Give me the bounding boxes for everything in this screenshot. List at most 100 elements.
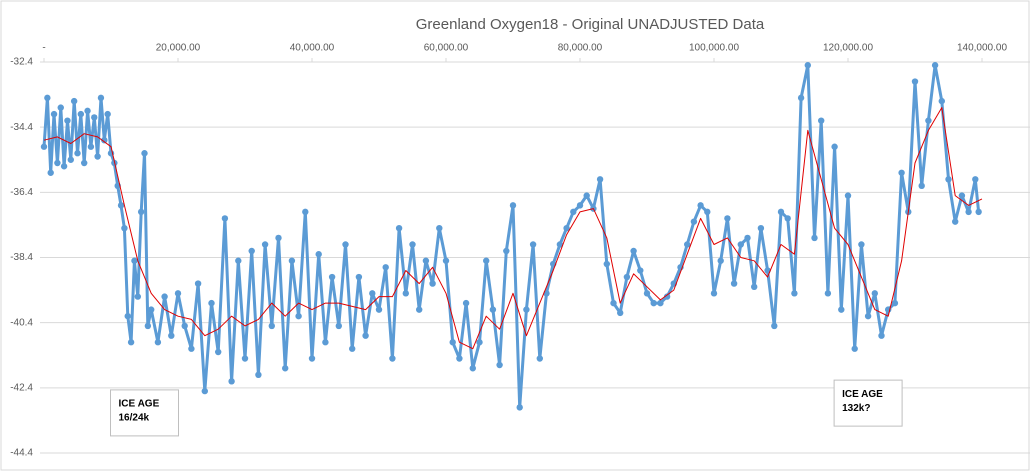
data-point — [70, 97, 78, 105]
data-point — [84, 107, 91, 115]
data-point — [858, 241, 865, 248]
data-point — [235, 257, 242, 264]
y-tick-label: -40.4 — [10, 317, 33, 328]
annotation-box — [833, 379, 903, 427]
data-point — [523, 306, 530, 313]
data-point — [349, 345, 356, 352]
data-point — [918, 182, 925, 190]
data-point — [436, 224, 443, 232]
annotation-box — [110, 389, 179, 437]
data-point — [91, 114, 98, 121]
data-point — [60, 163, 68, 170]
data-point — [878, 332, 885, 339]
data-point — [610, 299, 617, 307]
data-point — [375, 306, 383, 313]
data-point — [824, 290, 832, 297]
annotation-text: 132k? — [842, 403, 870, 414]
data-point — [891, 299, 899, 307]
annotation-text: ICE AGE — [119, 399, 160, 410]
data-point — [74, 150, 81, 157]
data-point — [261, 241, 269, 248]
data-point — [382, 264, 389, 271]
data-point — [911, 78, 919, 85]
x-tick-label: 80,000.00 — [558, 43, 603, 54]
data-point — [623, 273, 631, 281]
data-point — [288, 257, 296, 264]
data-point — [241, 355, 249, 362]
data-point — [422, 257, 430, 264]
data-point — [168, 332, 175, 339]
data-point — [141, 150, 148, 157]
data-point — [355, 273, 363, 281]
data-point — [194, 280, 202, 287]
data-point — [154, 339, 162, 346]
annotations: ICE AGE 16/24k ICE AGE 132k? — [110, 379, 903, 437]
data-point — [104, 110, 111, 118]
data-point — [751, 283, 758, 291]
data-point — [188, 345, 195, 352]
data-point — [101, 137, 108, 144]
data-point — [851, 345, 858, 352]
data-point — [637, 267, 644, 274]
data-point — [134, 293, 141, 300]
x-tick-label: - — [42, 43, 45, 54]
data-point — [757, 224, 765, 232]
data-point — [67, 156, 75, 163]
data-point — [469, 365, 476, 372]
series-line — [43, 107, 983, 350]
data-point — [268, 322, 275, 330]
data-point — [838, 306, 845, 313]
data-point — [369, 290, 376, 297]
data-point — [596, 176, 604, 183]
data-point — [818, 117, 825, 124]
data-point — [704, 208, 711, 216]
y-tick-label: -44.4 — [10, 448, 33, 459]
data-point — [295, 312, 302, 320]
data-point — [44, 94, 51, 102]
data-point — [804, 62, 811, 69]
data-point — [650, 299, 657, 307]
data-point — [938, 97, 945, 105]
data-point — [208, 299, 215, 307]
data-point — [972, 176, 979, 183]
data-point — [47, 169, 54, 176]
data-point — [395, 224, 403, 232]
data-point — [730, 280, 738, 287]
data-point — [462, 299, 470, 307]
data-point — [449, 339, 456, 346]
data-point — [201, 387, 208, 395]
data-point — [121, 224, 128, 232]
data-point — [570, 208, 577, 216]
data-point — [148, 306, 155, 313]
data-point — [630, 247, 637, 255]
data-point — [777, 208, 785, 216]
data-point — [416, 306, 423, 313]
data-point — [57, 104, 64, 111]
data-point — [87, 143, 95, 150]
data-point — [275, 234, 282, 242]
x-tick-label: 100,000.00 — [689, 43, 739, 54]
data-point — [503, 247, 510, 255]
data-point — [389, 355, 396, 362]
data-point — [342, 241, 349, 248]
data-point — [282, 365, 289, 372]
x-tick-label: 40,000.00 — [290, 43, 335, 54]
data-point — [684, 241, 691, 248]
data-point — [529, 241, 537, 248]
data-point — [811, 234, 818, 242]
data-point — [94, 153, 101, 160]
y-tick-label: -32.4 — [10, 57, 33, 68]
data-point — [328, 273, 336, 281]
data-point — [797, 94, 805, 102]
data-point — [864, 312, 872, 320]
data-point — [402, 290, 409, 297]
data-point — [831, 143, 838, 150]
data-point — [221, 215, 229, 222]
data-point — [97, 94, 105, 102]
data-point — [898, 169, 905, 176]
data-point — [144, 322, 152, 330]
data-point — [442, 257, 450, 264]
data-point — [248, 247, 255, 255]
